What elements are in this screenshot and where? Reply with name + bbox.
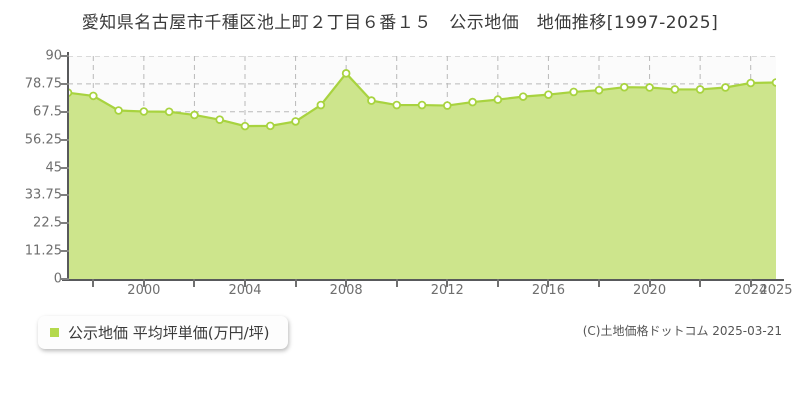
x-tick-mark xyxy=(699,279,702,287)
y-tick-mark xyxy=(60,250,69,253)
x-tick-label: 2016 xyxy=(531,283,565,298)
x-tick-label: 2008 xyxy=(329,283,363,298)
x-tick-label: 2012 xyxy=(430,283,464,298)
x-tick-mark xyxy=(648,279,651,287)
y-tick-mark xyxy=(60,166,69,169)
series-land-price xyxy=(68,56,776,279)
y-tick-label: 90 xyxy=(45,48,62,64)
x-tick-mark xyxy=(193,279,196,287)
y-tick-label: 56.25 xyxy=(24,132,62,148)
x-tick-mark xyxy=(749,279,752,287)
y-tick-label: 67.5 xyxy=(33,104,62,120)
x-tick-mark xyxy=(92,279,95,287)
y-tick-label: 78.75 xyxy=(24,76,62,92)
chart-legend[interactable]: 公示地価 平均坪単価(万円/坪) xyxy=(38,316,288,349)
x-tick-mark xyxy=(294,279,297,287)
x-tick-mark xyxy=(142,279,145,287)
x-tick-mark xyxy=(446,279,449,287)
x-tick-mark xyxy=(598,279,600,287)
y-tick-label: 0 xyxy=(53,271,62,287)
y-tick-mark xyxy=(60,110,69,113)
credit-text: (C)土地価格ドットコム 2025-03-21 xyxy=(582,324,782,338)
plot-area xyxy=(68,56,776,279)
y-tick-label: 45 xyxy=(45,160,62,175)
x-tick-label: 2020 xyxy=(633,283,667,298)
x-tick-mark xyxy=(244,279,246,287)
y-tick-label: 22.5 xyxy=(33,215,62,231)
y-tick-mark xyxy=(60,278,69,280)
x-tick-mark xyxy=(496,279,499,287)
y-tick-label: 11.25 xyxy=(24,243,62,259)
legend-swatch-icon xyxy=(50,328,59,337)
y-tick-mark xyxy=(60,194,69,197)
y-tick-mark xyxy=(60,138,69,141)
x-axis-line xyxy=(62,279,784,281)
x-tick-label: 2025 xyxy=(759,283,793,298)
x-tick-label: 2000 xyxy=(127,283,161,298)
x-tick-mark xyxy=(547,279,550,287)
y-tick-mark xyxy=(60,55,69,57)
y-tick-mark xyxy=(60,82,69,85)
x-tick-label: 2004 xyxy=(228,283,262,298)
x-tick-mark xyxy=(345,279,348,287)
y-tick-label: 33.75 xyxy=(24,187,62,203)
x-tick-label: 2024 xyxy=(734,283,768,298)
x-tick-mark xyxy=(395,279,398,287)
legend-label: 公示地価 平均坪単価(万円/坪) xyxy=(68,324,270,342)
chart-title: 愛知県名古屋市千種区池上町２丁目６番１５ 公示地価 地価推移[1997-2025… xyxy=(81,13,719,33)
y-tick-mark xyxy=(60,222,69,225)
